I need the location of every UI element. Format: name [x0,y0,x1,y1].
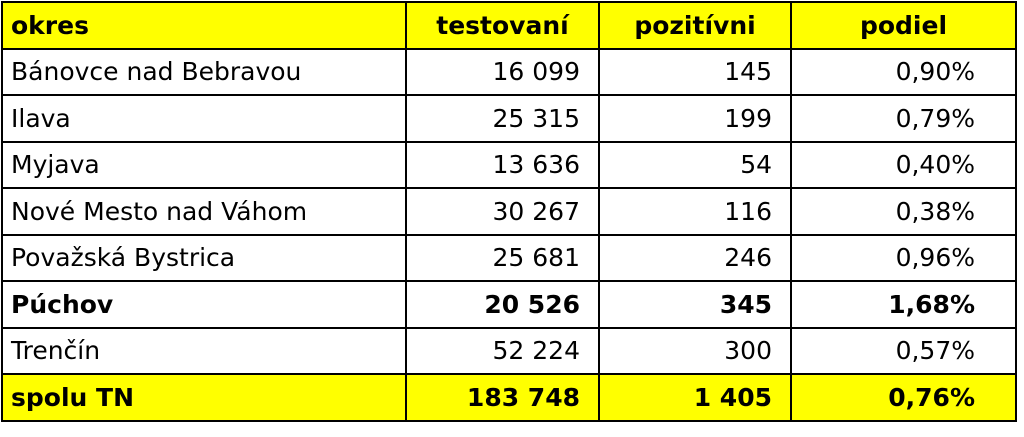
table-cell: 54 [598,140,792,189]
table-row: Bánovce nad Bebravou 16 099 145 0,90% [1,47,1017,96]
table-cell: 300 [598,326,792,375]
table-cell: Ilava [1,94,407,143]
table-row: Trenčín 52 224 300 0,57% [1,326,1017,375]
header-cell: testovaní [405,1,600,50]
table-cell: Bánovce nad Bebravou [1,47,407,96]
table-cell: 0,76% [790,373,1017,422]
table-cell: 0,57% [790,326,1017,375]
header-cell: okres [1,1,407,50]
table-row: Nové Mesto nad Váhom 30 267 116 0,38% [1,187,1017,236]
header-cell: podiel [790,1,1017,50]
header-row: okres testovaní pozitívni podiel [1,1,1017,50]
table-cell: 183 748 [405,373,600,422]
table-body: okres testovaní pozitívni podiel Bánovce… [1,1,1017,422]
header-cell: pozitívni [598,1,792,50]
table-cell: spolu TN [1,373,407,422]
table-cell: 25 681 [405,233,600,282]
table-cell: 25 315 [405,94,600,143]
table-cell: Považská Bystrica [1,233,407,282]
table-cell: 145 [598,47,792,96]
table-cell: Myjava [1,140,407,189]
table-cell: Púchov [1,280,407,329]
table-cell: 1 405 [598,373,792,422]
table-cell: 199 [598,94,792,143]
table-cell: 1,68% [790,280,1017,329]
table-cell: Nové Mesto nad Váhom [1,187,407,236]
table-row: Považská Bystrica 25 681 246 0,96% [1,233,1017,282]
table-cell: 0,40% [790,140,1017,189]
table-cell: 246 [598,233,792,282]
table-cell: 345 [598,280,792,329]
table-row: Púchov 20 526 345 1,68% [1,280,1017,329]
table-row: Ilava 25 315 199 0,79% [1,94,1017,143]
table-cell: 0,96% [790,233,1017,282]
table-cell: 0,90% [790,47,1017,96]
table-cell: 30 267 [405,187,600,236]
table-cell: 116 [598,187,792,236]
table-row: Myjava 13 636 54 0,40% [1,140,1017,189]
table-cell: Trenčín [1,326,407,375]
district-table: okres testovaní pozitívni podiel Bánovce… [1,1,1017,422]
table-cell: 13 636 [405,140,600,189]
table-cell: 0,38% [790,187,1017,236]
table-cell: 20 526 [405,280,600,329]
table-cell: 52 224 [405,326,600,375]
table-cell: 16 099 [405,47,600,96]
total-row: spolu TN 183 748 1 405 0,76% [1,373,1017,422]
table-cell: 0,79% [790,94,1017,143]
